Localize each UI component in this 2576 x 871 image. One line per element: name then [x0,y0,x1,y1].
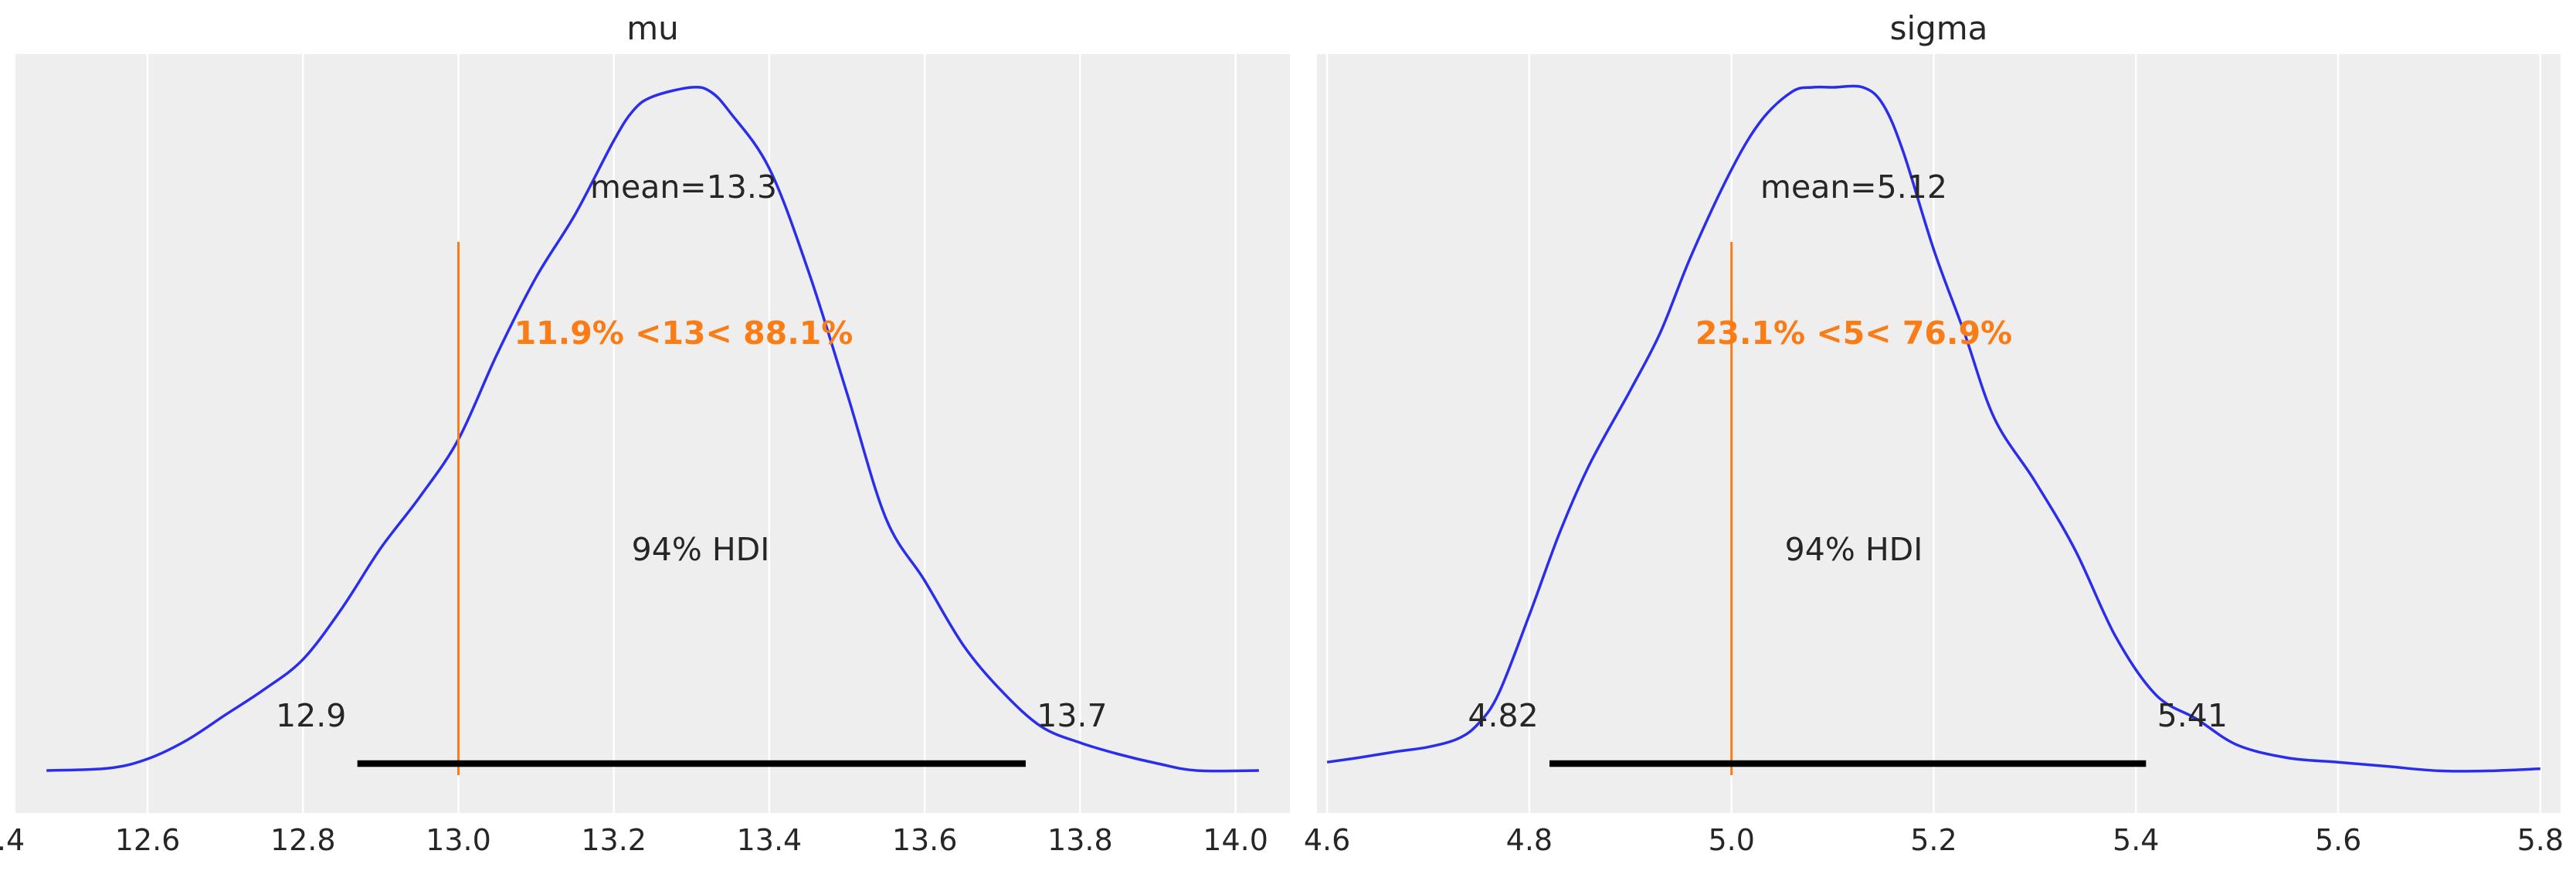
posterior-density-curve-sigma [1326,84,2540,773]
hdi-prob-label-sigma: 94% HDI [1785,531,1923,568]
x-tick-label-sigma: 4.6 [1304,823,1350,857]
hdi-high-label-sigma: 5.41 [2157,697,2228,734]
reference-label-mu: 11.9% <13< 88.1% [514,315,854,352]
x-tick-label-sigma: 5.4 [2113,823,2159,857]
x-tick-label-mu: 14.0 [1203,823,1268,857]
x-tick-label-mu: 12.6 [115,823,181,857]
x-tick-label-mu: 13.0 [426,823,491,857]
x-axis-ticks-mu: 12.4 12.6 12.8 13.0 13.2 13.4 13.6 13.8 14.0 [0,823,1268,857]
x-tick-label-mu: 12.4 [0,823,25,857]
hdi-high-label-mu: 13.7 [1037,697,1107,734]
x-tick-label-sigma: 5.8 [2517,823,2564,857]
mean-label-sigma: mean=5.12 [1760,168,1947,206]
gridlines-sigma [1325,54,2542,813]
hdi-prob-label-mu: 94% HDI [632,531,770,568]
hdi-low-label-mu: 12.9 [276,697,346,734]
posterior-density-curve-mu [46,85,1259,773]
x-tick-label-sigma: 5.6 [2315,823,2361,857]
x-tick-label-mu: 12.8 [270,823,336,857]
plot-area-sigma [1317,54,2561,813]
x-tick-label-sigma: 4.8 [1506,823,1553,857]
mean-label-mu: mean=13.3 [590,168,777,206]
x-tick-label-mu: 13.8 [1047,823,1113,857]
panel-mu: mu 11.9% <13< 88.1% mean=13.3 94% HDI 12… [0,9,1290,857]
panel-sigma: sigma 23.1% <5< 76.9% mean=5.12 94% HDI … [1304,9,2564,857]
reference-label-sigma: 23.1% <5< 76.9% [1695,315,2012,352]
panel-title-mu: mu [626,9,679,47]
x-tick-label-sigma: 5.0 [1708,823,1754,857]
x-tick-label-sigma: 5.2 [1910,823,1957,857]
x-axis-ticks-sigma: 4.6 4.8 5.0 5.2 5.4 5.6 5.8 [1304,823,2564,857]
x-tick-label-mu: 13.6 [892,823,958,857]
hdi-low-label-sigma: 4.82 [1468,697,1538,734]
x-tick-label-mu: 13.2 [581,823,647,857]
x-tick-label-mu: 13.4 [737,823,803,857]
plot-area-mu [15,54,1290,813]
panel-title-sigma: sigma [1890,9,1988,47]
